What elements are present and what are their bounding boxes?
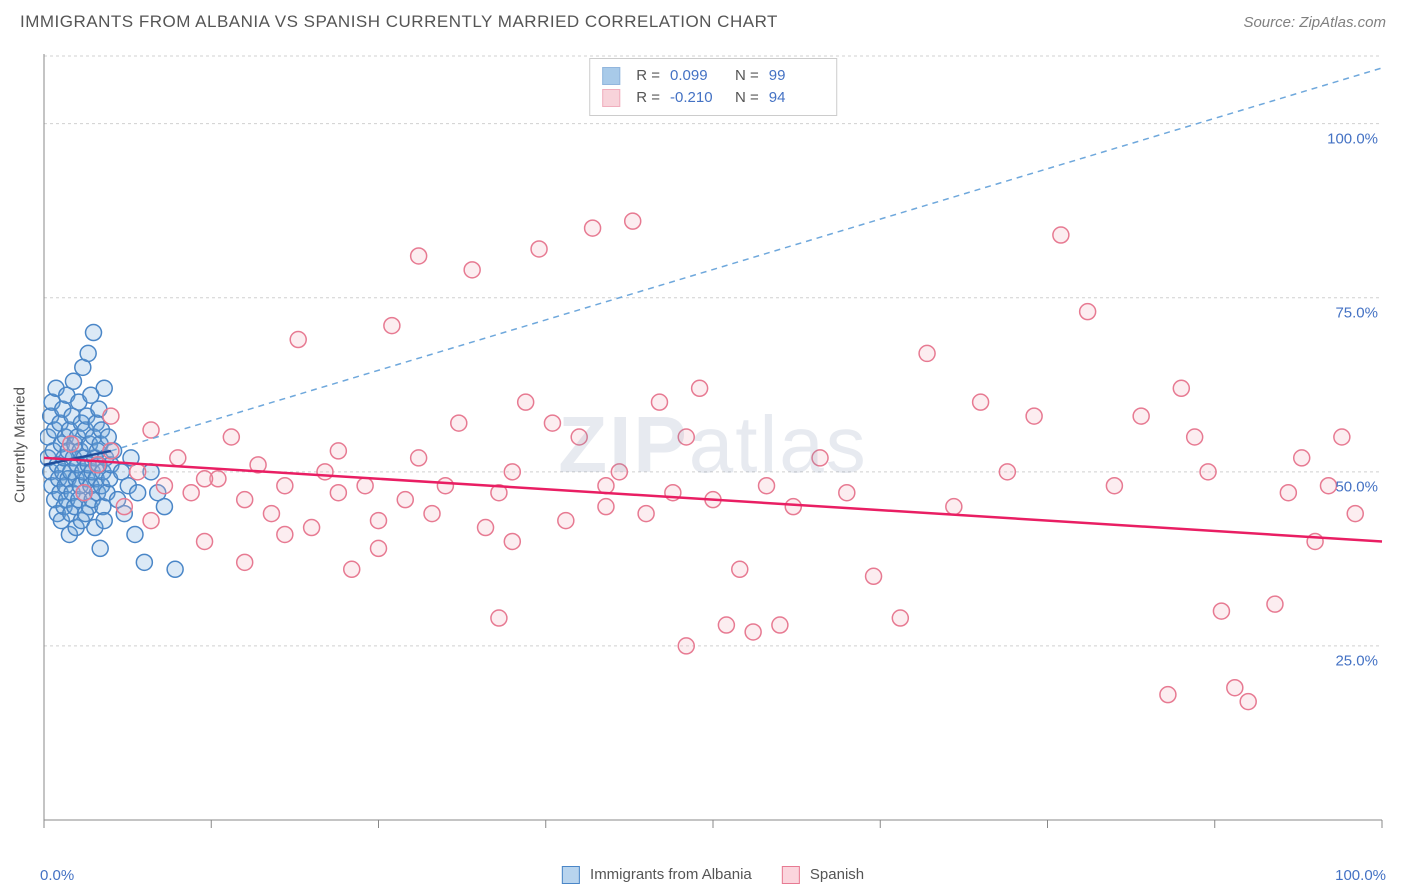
- legend-label: Immigrants from Albania: [590, 866, 752, 883]
- x-min-label: 0.0%: [40, 867, 74, 884]
- header: IMMIGRANTS FROM ALBANIA VS SPANISH CURRE…: [0, 0, 1406, 48]
- y-tick-label: 100.0%: [1327, 130, 1378, 147]
- legend-row: R = -0.210 N = 94: [602, 87, 824, 109]
- legend-row: R = 0.099 N = 99: [602, 65, 824, 87]
- plot-area: Currently Married ZIPatlas R = 0.099 N =…: [40, 50, 1386, 840]
- footer: 0.0% Immigrants from Albania Spanish 100…: [40, 854, 1386, 884]
- legend-swatch-icon: [562, 866, 580, 884]
- legend-label: Spanish: [810, 866, 864, 883]
- y-tick-label: 50.0%: [1335, 478, 1378, 495]
- n-value: 99: [769, 65, 824, 87]
- y-axis-label: Currently Married: [12, 387, 29, 503]
- y-tick-label: 75.0%: [1335, 304, 1378, 321]
- scatter-chart: [40, 50, 1386, 840]
- chart-title: IMMIGRANTS FROM ALBANIA VS SPANISH CURRE…: [20, 12, 778, 31]
- legend-swatch-icon: [602, 67, 620, 85]
- x-max-label: 100.0%: [1335, 867, 1386, 884]
- y-tick-label: 25.0%: [1335, 652, 1378, 669]
- legend-swatch-icon: [782, 866, 800, 884]
- source-label: Source: ZipAtlas.com: [1243, 14, 1386, 31]
- legend-item: Immigrants from Albania: [562, 866, 752, 884]
- n-value: 94: [769, 87, 824, 109]
- r-value: -0.210: [670, 87, 725, 109]
- series-legend: Immigrants from Albania Spanish: [562, 866, 864, 884]
- legend-swatch-icon: [602, 89, 620, 107]
- legend-item: Spanish: [782, 866, 864, 884]
- r-value: 0.099: [670, 65, 725, 87]
- correlation-legend: R = 0.099 N = 99 R = -0.210 N = 94: [589, 58, 837, 116]
